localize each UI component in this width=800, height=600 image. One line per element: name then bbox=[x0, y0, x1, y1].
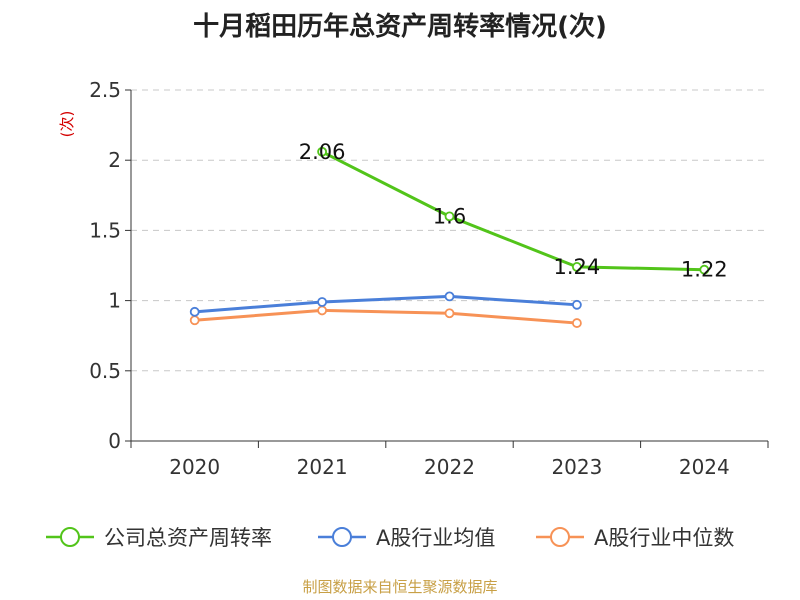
series-line bbox=[321, 150, 705, 272]
data-point bbox=[317, 297, 328, 307]
series-group bbox=[189, 146, 710, 328]
data-label: 1.24 bbox=[554, 255, 601, 279]
data-point bbox=[572, 299, 582, 310]
data-labels: 2.06 1.6 1.24 1.22 bbox=[299, 140, 728, 282]
series-line bbox=[194, 308, 578, 325]
y-tick-label: 0.5 bbox=[89, 359, 121, 383]
data-point bbox=[317, 305, 328, 316]
data-label: 1.6 bbox=[433, 204, 466, 228]
legend-item: A股行业中位数 bbox=[536, 526, 734, 550]
y-tick-label: 2 bbox=[108, 148, 121, 172]
y-tick-label: 2.5 bbox=[89, 78, 121, 102]
x-tick-label: 2022 bbox=[424, 455, 475, 479]
data-point bbox=[317, 146, 328, 157]
series-line bbox=[194, 294, 577, 314]
legend-item: A股行业均值 bbox=[318, 526, 495, 550]
axes: 0 0.5 1 1.5 2 2.5 (次) 2020 2021 2022 2023 2024 bbox=[58, 78, 769, 479]
source-note: 制图数据来自恒生聚源数据库 bbox=[302, 578, 498, 596]
y-tick-label: 0 bbox=[108, 429, 121, 453]
y-tick-label: 1.5 bbox=[89, 218, 121, 242]
y-tick-label: 1 bbox=[108, 289, 121, 313]
x-tick-label: 2023 bbox=[551, 455, 602, 479]
data-point bbox=[572, 262, 582, 272]
x-tick-label: 2021 bbox=[297, 455, 348, 479]
x-tick-label: 2020 bbox=[169, 455, 220, 479]
data-point bbox=[572, 318, 582, 328]
data-point bbox=[444, 308, 455, 319]
data-point bbox=[699, 264, 710, 275]
series-1 bbox=[189, 291, 582, 317]
legend: 公司总资产周转率 A股行业均值 A股行业中位数 bbox=[46, 526, 734, 550]
chart-title: 十月稻田历年总资产周转率情况(次) bbox=[193, 12, 607, 42]
data-point bbox=[189, 315, 200, 326]
series-0 bbox=[317, 146, 710, 275]
legend-label: A股行业中位数 bbox=[594, 526, 734, 550]
grid-lines bbox=[131, 89, 768, 372]
data-label: 2.06 bbox=[299, 140, 346, 164]
data-point bbox=[189, 306, 200, 317]
legend-swatch-marker bbox=[550, 527, 570, 547]
legend-swatch-marker bbox=[60, 527, 80, 547]
legend-swatch-marker bbox=[332, 527, 352, 547]
x-tick-label: 2024 bbox=[679, 455, 730, 479]
legend-item: 公司总资产周转率 bbox=[46, 526, 272, 550]
data-point bbox=[444, 291, 455, 302]
legend-label: A股行业均值 bbox=[376, 526, 495, 550]
legend-label: 公司总资产周转率 bbox=[104, 526, 272, 550]
y-axis-label: (次) bbox=[58, 111, 76, 138]
series-2 bbox=[189, 305, 582, 328]
data-label: 1.22 bbox=[681, 258, 728, 282]
data-point bbox=[444, 211, 455, 222]
